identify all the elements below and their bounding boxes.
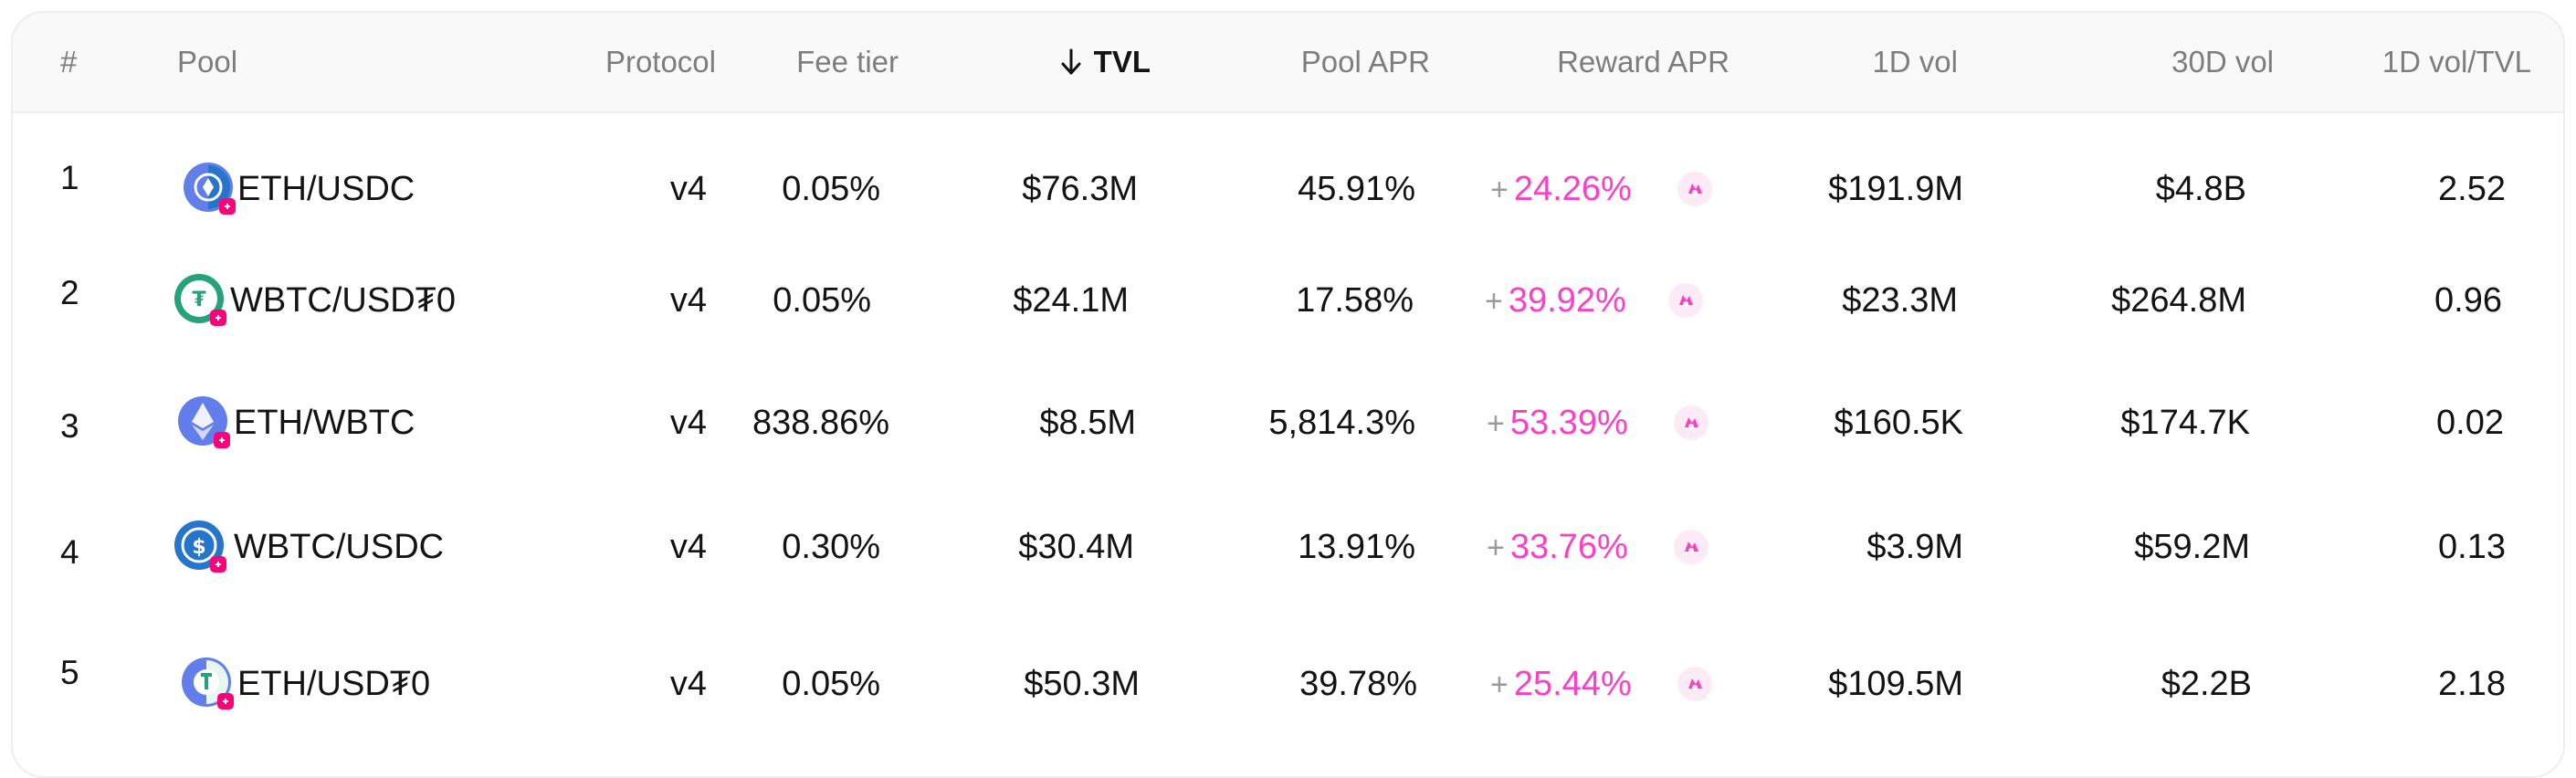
fee-tier: 0.05% [725, 130, 880, 248]
header-1d-vol[interactable]: 1D vol [1748, 13, 1958, 111]
wbtc-usdc-icon: $ [173, 520, 226, 573]
reward-plus: + [1490, 668, 1509, 702]
pool-name: WBTC/USD₮0 [230, 241, 456, 360]
pool-apr-value: 5,814.3% [1200, 363, 1415, 482]
row-index: 4 [60, 493, 79, 612]
pool-apr-value: 17.58% [1200, 241, 1414, 360]
table-row[interactable]: 4 $ WBTC/USDC v4 0.30% $30.4M 13.91% +33… [13, 488, 2563, 606]
header-reward-apr[interactable]: Reward APR [1437, 13, 1730, 111]
row-index: 2 [60, 234, 79, 352]
reward-apr[interactable]: +39.92% [1485, 241, 1626, 360]
vol-30d-value: $4.8B [2003, 130, 2246, 248]
reward-token-icon [1677, 171, 1713, 207]
vol-30d-value: $174.7K [2003, 363, 2250, 482]
vol-tvl-ratio: 0.96 [2296, 241, 2502, 360]
pool-apr-value: 13.91% [1200, 488, 1415, 606]
table-row[interactable]: 1 ETH/USDC v4 0.05% $76.3M 45.91% +24.26… [13, 130, 2563, 248]
vol-1d-value: $160.5K [1748, 363, 1963, 482]
protocol-version: v4 [570, 488, 707, 606]
reward-plus: + [1487, 406, 1505, 441]
pool-name: ETH/USD₮0 [237, 625, 430, 743]
vol-1d-value: $3.9M [1748, 488, 1963, 606]
table-row[interactable]: 3 ETH/WBTC v4 838.86% $8.5M 5,814.3% +53… [13, 363, 2563, 482]
header-tvl-label: TVL [1094, 45, 1151, 79]
vol-30d-value: $264.8M [2003, 241, 2246, 360]
vol-1d-value: $23.3M [1748, 241, 1958, 360]
row-index: 5 [60, 614, 79, 732]
protocol-version: v4 [570, 363, 707, 482]
fee-tier: 0.05% [716, 241, 871, 360]
tvl-value: $8.5M [926, 363, 1136, 482]
protocol-version: v4 [570, 625, 707, 743]
vol-30d-value: $2.2B [2003, 625, 2252, 743]
table-row[interactable]: 2 ₮ WBTC/USD₮0 v4 0.05% $24.1M 17.58% +3… [13, 241, 2563, 360]
header-protocol[interactable]: Protocol [561, 13, 716, 111]
reward-apr-value: 25.44% [1514, 665, 1632, 703]
reward-apr-value: 53.39% [1510, 404, 1628, 442]
protocol-version: v4 [570, 241, 707, 360]
pool-name: ETH/USDC [237, 130, 415, 248]
row-index: 3 [60, 367, 79, 486]
eth-wbtc-icon [177, 395, 230, 448]
reward-apr[interactable]: +53.39% [1487, 363, 1628, 482]
header-tvl-sort[interactable]: TVL [926, 13, 1151, 111]
vol-30d-value: $59.2M [2003, 488, 2250, 606]
table-row[interactable]: 5 ETH/USD₮0 v4 0.05% $50.3M 39.78% +25.4… [13, 625, 2563, 743]
vol-tvl-ratio: 0.02 [2296, 363, 2504, 482]
protocol-version: v4 [570, 130, 707, 248]
tvl-value: $50.3M [926, 625, 1140, 743]
fee-tier: 838.86% [716, 363, 889, 482]
wbtc-usdt0-icon: ₮ [173, 273, 226, 326]
pool-apr-value: 39.78% [1200, 625, 1417, 743]
reward-token-icon [1677, 666, 1713, 702]
pools-table: # Pool Protocol Fee tier TVL Pool APR Re… [11, 11, 2565, 778]
header-pool-apr[interactable]: Pool APR [1200, 13, 1430, 111]
reward-plus: + [1487, 531, 1505, 565]
reward-plus: + [1490, 173, 1509, 207]
header-fee-tier[interactable]: Fee tier [743, 13, 899, 111]
fee-tier: 0.30% [725, 488, 880, 606]
vol-tvl-ratio: 0.13 [2296, 488, 2506, 606]
vol-tvl-ratio: 2.52 [2296, 130, 2506, 248]
pool-name: ETH/WBTC [234, 363, 415, 482]
reward-token-icon [1673, 529, 1709, 565]
arrow-down-icon [1061, 13, 1081, 111]
header-pool[interactable]: Pool [177, 13, 237, 111]
header-30d-vol[interactable]: 30D vol [2003, 13, 2274, 111]
reward-apr-value: 24.26% [1514, 170, 1632, 208]
vol-1d-value: $109.5M [1748, 625, 1963, 743]
tvl-value: $76.3M [926, 130, 1138, 248]
eth-usdt0-icon [181, 657, 234, 710]
fee-tier: 0.05% [725, 625, 880, 743]
reward-token-icon [1673, 405, 1709, 441]
header-1d-vol-tvl[interactable]: 1D vol/TVL [2296, 13, 2531, 111]
vol-1d-value: $191.9M [1748, 130, 1963, 248]
reward-apr[interactable]: +25.44% [1490, 625, 1632, 743]
reward-token-icon [1667, 282, 1704, 319]
vol-tvl-ratio: 2.18 [2296, 625, 2506, 743]
eth-usdc-icon [183, 162, 236, 215]
tvl-value: $24.1M [926, 241, 1129, 360]
svg-text:$: $ [192, 536, 205, 559]
reward-apr-value: 39.92% [1509, 281, 1626, 320]
svg-text:₮: ₮ [192, 289, 206, 311]
reward-apr[interactable]: +33.76% [1487, 488, 1628, 606]
reward-apr-value: 33.76% [1510, 528, 1628, 566]
pool-name: WBTC/USDC [234, 488, 444, 606]
tvl-value: $30.4M [926, 488, 1134, 606]
reward-plus: + [1485, 284, 1503, 319]
row-index: 1 [60, 119, 79, 237]
table-header: # Pool Protocol Fee tier TVL Pool APR Re… [13, 13, 2563, 113]
pool-apr-value: 45.91% [1200, 130, 1415, 248]
header-index: # [60, 13, 77, 111]
reward-apr[interactable]: +24.26% [1490, 130, 1632, 248]
